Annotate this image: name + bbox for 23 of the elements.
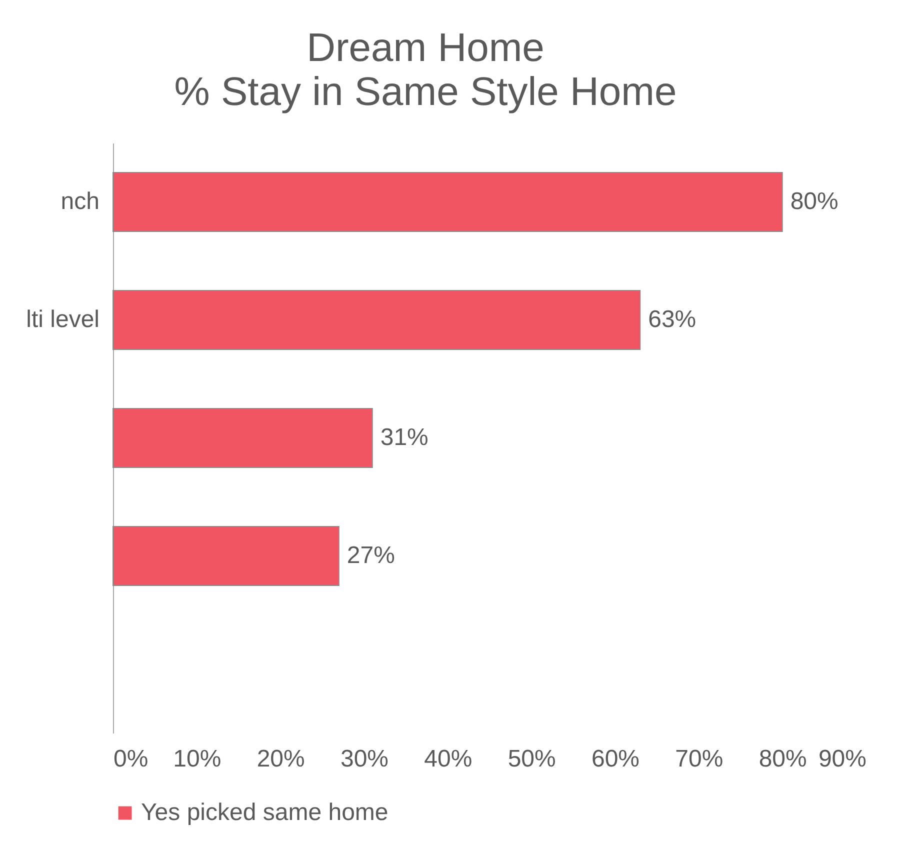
- x-tick-label: 0%: [114, 746, 148, 772]
- bar: [112, 526, 340, 586]
- y-tick-label: nch: [60, 188, 100, 215]
- x-tick-label: 10%: [173, 746, 222, 772]
- x-tick-label: 20%: [256, 746, 305, 772]
- y-tick-label: lti level: [26, 306, 100, 333]
- x-tick-label: 50%: [508, 746, 556, 772]
- bar: [112, 408, 373, 468]
- x-tick-label: 60%: [591, 746, 640, 772]
- x-tick-label: 90%: [818, 746, 866, 772]
- x-tick-label: 40%: [424, 746, 472, 772]
- legend-label: Yes picked same home: [141, 799, 388, 826]
- chart-subtitle: % Stay in Same Style Home: [174, 70, 677, 114]
- bar: [112, 290, 641, 350]
- x-tick-label: 80%: [758, 746, 807, 772]
- x-tick-label: 70%: [675, 746, 724, 772]
- x-tick-label: 30%: [340, 746, 389, 772]
- chart-title: Dream Home: [306, 26, 544, 70]
- data-label: 80%: [790, 188, 838, 215]
- bar: [112, 172, 783, 232]
- data-label: 63%: [648, 306, 696, 333]
- data-label: 27%: [346, 542, 395, 569]
- data-label: 31%: [380, 424, 428, 451]
